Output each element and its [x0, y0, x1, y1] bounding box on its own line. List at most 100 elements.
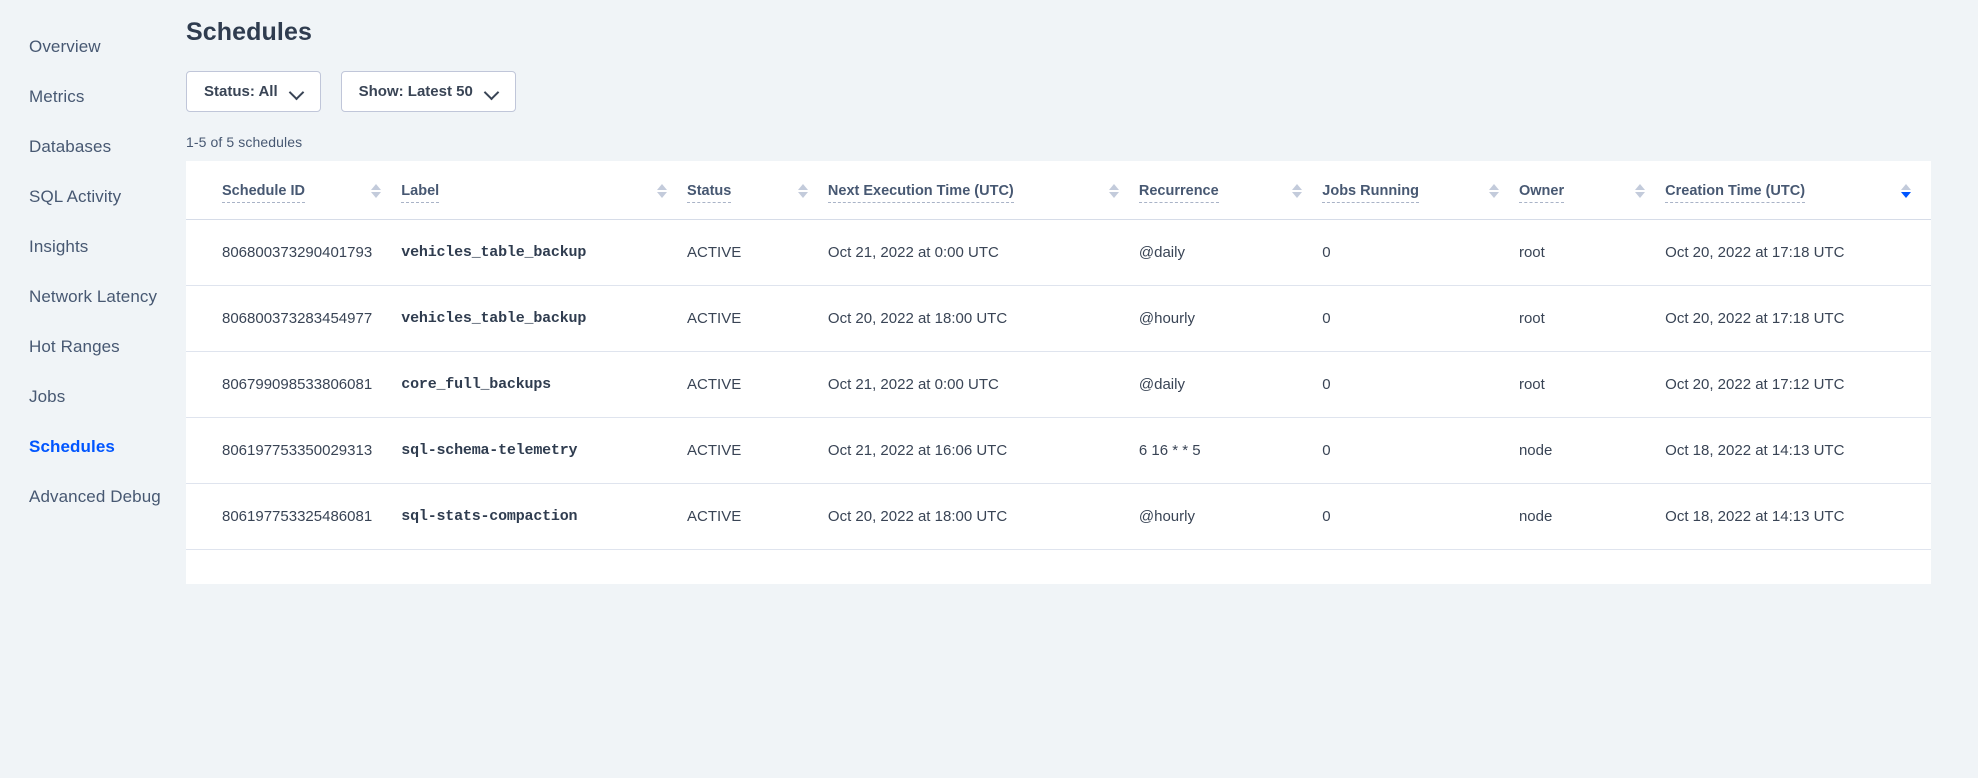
cell-next-execution: Oct 20, 2022 at 18:00 UTC — [827, 483, 1139, 550]
sidebar-item-label: Schedules — [29, 437, 115, 456]
sidebar: Overview Metrics Databases SQL Activity Insi… — [0, 0, 186, 778]
sidebar-item-schedules[interactable]: Schedules — [0, 422, 186, 472]
cell-label[interactable]: sql-stats-compaction — [401, 483, 688, 550]
sidebar-item-label: SQL Activity — [29, 187, 122, 206]
cell-owner: node — [1518, 417, 1666, 484]
cell-recurrence: @daily — [1138, 219, 1323, 286]
cell-status: ACTIVE — [687, 417, 828, 484]
cell-status: ACTIVE — [687, 285, 828, 352]
sidebar-item-metrics[interactable]: Metrics — [0, 72, 186, 122]
cell-schedule-id[interactable]: 806197753350029313 — [186, 417, 402, 484]
sidebar-item-label: Advanced Debug — [29, 487, 161, 506]
sidebar-item-label: Insights — [29, 237, 89, 256]
cell-jobs-running: 0 — [1322, 417, 1519, 484]
cell-next-execution: Oct 21, 2022 at 0:00 UTC — [827, 219, 1139, 286]
sort-ascending-icon — [1292, 184, 1303, 190]
sort-descending-icon — [1488, 192, 1499, 198]
cell-schedule-id[interactable]: 806800373290401793 — [186, 219, 402, 286]
sort-ascending-icon — [371, 184, 382, 190]
column-header-label: Label — [401, 183, 440, 203]
sidebar-item-databases[interactable]: Databases — [0, 122, 186, 172]
sort-ascending-icon — [1901, 184, 1911, 190]
column-header-label: Schedule ID — [222, 183, 305, 203]
page-title: Schedules — [186, 18, 312, 46]
cell-owner: root — [1518, 285, 1666, 352]
column-header-label: Jobs Running — [1322, 183, 1419, 203]
sort-toggle-icon[interactable] — [797, 184, 808, 198]
column-header-jobs-running[interactable]: Jobs Running — [1322, 161, 1519, 220]
sort-ascending-icon — [657, 184, 668, 190]
sidebar-item-label: Databases — [29, 137, 112, 156]
filter-bar: Status: All Show: Latest 50 — [186, 71, 1978, 112]
sort-descending-icon — [657, 192, 668, 198]
cell-jobs-running: 0 — [1322, 285, 1519, 352]
cell-creation-time: Oct 18, 2022 at 14:13 UTC — [1665, 483, 1931, 550]
sort-descending-icon — [797, 192, 808, 198]
sidebar-item-jobs[interactable]: Jobs — [0, 372, 186, 422]
cell-jobs-running: 0 — [1322, 219, 1519, 286]
sidebar-item-network-latency[interactable]: Network Latency — [0, 272, 186, 322]
filter-label: Show: Latest 50 — [358, 83, 473, 100]
show-filter[interactable]: Show: Latest 50 — [340, 71, 516, 112]
cell-schedule-id[interactable]: 806197753325486081 — [186, 483, 402, 550]
sort-ascending-icon — [1635, 184, 1646, 190]
cell-jobs-running: 0 — [1322, 483, 1519, 550]
column-header-owner[interactable]: Owner — [1518, 161, 1666, 220]
status-filter[interactable]: Status: All — [186, 71, 321, 112]
column-header-status[interactable]: Status — [687, 161, 828, 220]
cell-recurrence: @hourly — [1138, 285, 1323, 352]
cell-label[interactable]: sql-schema-telemetry — [401, 417, 688, 484]
column-header-label: Creation Time (UTC) — [1665, 183, 1806, 203]
cell-label[interactable]: vehicles_table_backup — [401, 219, 688, 286]
cell-creation-time: Oct 18, 2022 at 14:13 UTC — [1665, 417, 1931, 484]
sidebar-item-insights[interactable]: Insights — [0, 222, 186, 272]
sort-toggle-icon[interactable] — [1635, 184, 1646, 198]
sort-descending-icon — [1292, 192, 1303, 198]
sort-toggle-icon[interactable] — [1108, 184, 1119, 198]
cell-label[interactable]: core_full_backups — [401, 351, 688, 418]
table-row[interactable]: 806800373283454977 vehicles_table_backup A… — [186, 285, 1931, 352]
sidebar-item-label: Overview — [29, 37, 101, 56]
cell-owner: root — [1518, 351, 1666, 418]
sort-ascending-icon — [1488, 184, 1499, 190]
column-header-recurrence[interactable]: Recurrence — [1138, 161, 1323, 220]
main-content: Schedules Status: All Show: Latest 50 1-5… — [186, 0, 1978, 778]
table-header-row: Schedule ID Label Status Next Execution Tim… — [186, 161, 1931, 220]
column-header-next-execution-time-utc[interactable]: Next Execution Time (UTC) — [827, 161, 1139, 220]
sidebar-item-label: Jobs — [29, 387, 66, 406]
sort-toggle-icon[interactable] — [657, 184, 668, 198]
cell-label[interactable]: vehicles_table_backup — [401, 285, 688, 352]
column-header-label: Recurrence — [1138, 183, 1219, 203]
cell-recurrence: @daily — [1138, 351, 1323, 418]
table-row[interactable]: 806197753325486081 sql-stats-compaction AC… — [186, 483, 1931, 550]
cell-status: ACTIVE — [687, 219, 828, 286]
sidebar-item-advanced-debug[interactable]: Advanced Debug — [0, 472, 186, 522]
column-header-creation-time-utc[interactable]: Creation Time (UTC) — [1665, 161, 1931, 220]
sidebar-item-overview[interactable]: Overview — [0, 22, 186, 72]
cell-status: ACTIVE — [687, 483, 828, 550]
sort-toggle-icon[interactable] — [1901, 184, 1911, 198]
cell-creation-time: Oct 20, 2022 at 17:12 UTC — [1665, 351, 1931, 418]
schedules-table: Schedule ID Label Status Next Execution Tim… — [186, 161, 1931, 550]
column-header-label: Next Execution Time (UTC) — [827, 183, 1014, 203]
sort-toggle-icon[interactable] — [371, 184, 382, 198]
table-row[interactable]: 806800373290401793 vehicles_table_backup A… — [186, 219, 1931, 286]
cell-jobs-running: 0 — [1322, 351, 1519, 418]
cell-schedule-id[interactable]: 806800373283454977 — [186, 285, 402, 352]
sort-toggle-icon[interactable] — [1488, 184, 1499, 198]
column-header-schedule-id[interactable]: Schedule ID — [186, 161, 402, 220]
chevron-down-icon — [291, 86, 303, 98]
result-count: 1-5 of 5 schedules — [186, 134, 303, 150]
cell-schedule-id[interactable]: 806799098533806081 — [186, 351, 402, 418]
sidebar-item-hot-ranges[interactable]: Hot Ranges — [0, 322, 186, 372]
column-header-label[interactable]: Label — [401, 161, 688, 220]
cell-owner: root — [1518, 219, 1666, 286]
sidebar-item-label: Hot Ranges — [29, 337, 120, 356]
table-row[interactable]: 806799098533806081 core_full_backups ACTIV… — [186, 351, 1931, 418]
sort-toggle-icon[interactable] — [1292, 184, 1303, 198]
sidebar-item-sql-activity[interactable]: SQL Activity — [0, 172, 186, 222]
sort-descending-icon — [1108, 192, 1119, 198]
chevron-down-icon — [486, 86, 498, 98]
table-row[interactable]: 806197753350029313 sql-schema-telemetry AC… — [186, 417, 1931, 484]
